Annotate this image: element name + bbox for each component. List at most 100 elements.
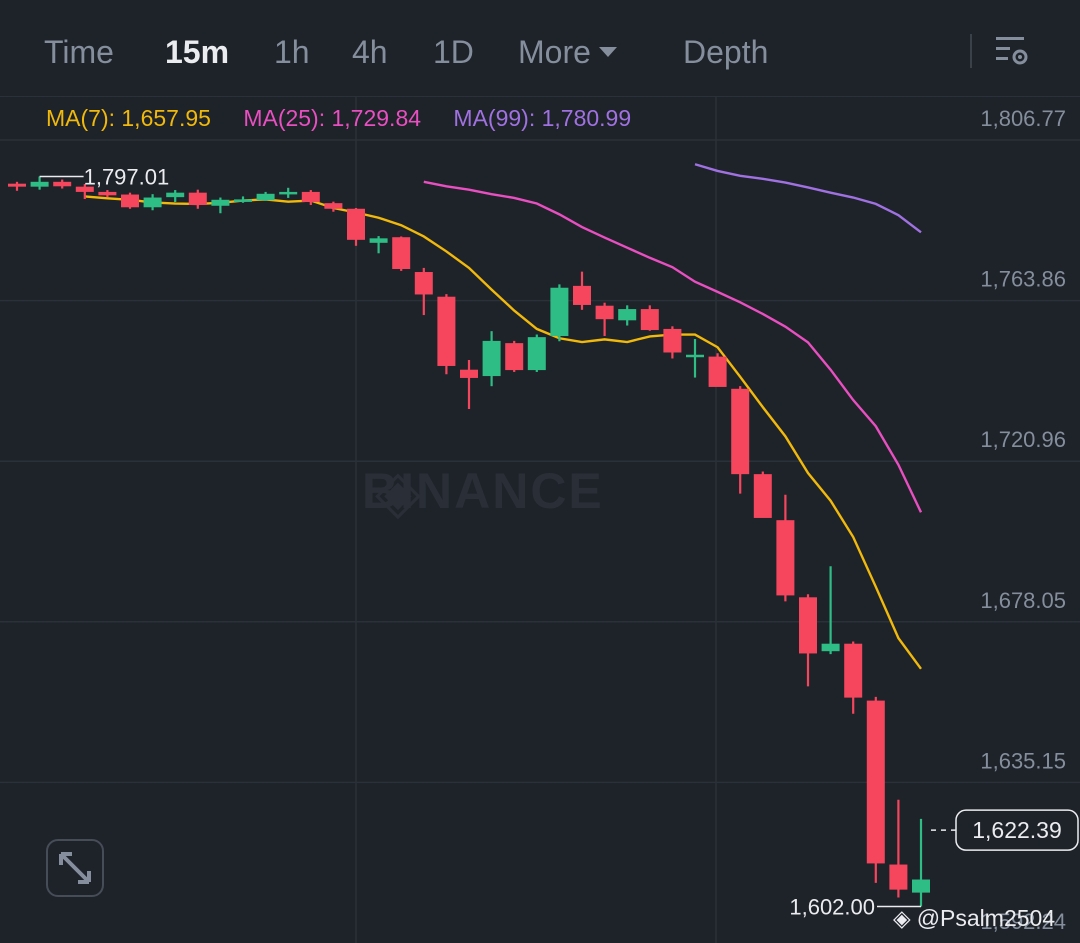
- tab-depth[interactable]: Depth: [683, 30, 768, 74]
- price-tick-label: 1,763.86: [980, 267, 1066, 292]
- price-axis: 1,806.77 1,763.86 1,720.96 1,678.05 1,635.15…: [980, 106, 1066, 934]
- tab-label: Depth: [683, 34, 769, 70]
- candle-body: [550, 287, 569, 337]
- candle-body: [776, 520, 795, 596]
- interval-toolbar: Time 15m 1h 4h 1D More Depth: [0, 0, 1080, 97]
- candle: [821, 566, 840, 655]
- candle: [686, 339, 704, 378]
- candle: [618, 305, 637, 326]
- candle-body: [437, 296, 456, 366]
- candle: [211, 197, 230, 214]
- candle-body: [256, 193, 275, 201]
- candle: [776, 494, 795, 602]
- price-tick-label: 1,592.24: [980, 909, 1066, 934]
- ma25-value: MA(25): 1,729.84: [243, 105, 422, 131]
- candle-body: [143, 197, 162, 208]
- candle-body: [708, 356, 727, 387]
- candle: [53, 179, 72, 189]
- candle: [527, 334, 546, 372]
- candle-body: [324, 203, 343, 209]
- candle-body: [866, 700, 885, 864]
- price-tick-label: 1,720.96: [980, 427, 1066, 452]
- candle-body: [640, 309, 659, 331]
- tab-label: 1h: [274, 34, 310, 70]
- tab-more-dropdown[interactable]: More: [518, 30, 617, 74]
- candle: [708, 353, 727, 387]
- candle: [844, 641, 863, 714]
- ma99-value: MA(99): 1,780.99: [453, 105, 632, 131]
- candle: [8, 181, 26, 191]
- fullscreen-button[interactable]: [46, 839, 104, 897]
- ma99-line: [694, 163, 922, 234]
- candle: [912, 818, 930, 907]
- candle: [731, 386, 750, 494]
- binance-logo-icon: ◈: [375, 457, 421, 527]
- candle: [550, 284, 569, 342]
- candle-body: [98, 191, 117, 196]
- moving-average-lines: [84, 163, 923, 670]
- candle-body: [30, 181, 49, 187]
- tab-label: 15m: [165, 34, 230, 70]
- candle-body: [799, 597, 817, 654]
- candle-body: [482, 340, 501, 377]
- tab-time[interactable]: Time: [44, 30, 114, 74]
- candle: [301, 190, 320, 206]
- price-markers: 1,797.01 1,602.00 1,622.39: [39, 165, 1079, 919]
- tab-label: More: [518, 34, 591, 70]
- chart-settings-icon[interactable]: [994, 33, 1030, 69]
- ma7-value: MA(7): 1,657.95: [46, 105, 211, 131]
- candle: [75, 184, 94, 200]
- price-tick-label: 1,806.77: [980, 106, 1066, 131]
- author-handle: @Psalm2504: [916, 905, 1056, 931]
- candle: [143, 194, 162, 211]
- tab-15m[interactable]: 15m: [165, 30, 229, 74]
- toolbar-divider: [970, 34, 972, 68]
- candle-body: [663, 328, 682, 353]
- candle: [663, 326, 682, 359]
- brand-watermark: BINANCE: [362, 463, 604, 519]
- candle-body: [75, 186, 94, 192]
- candle: [324, 201, 343, 212]
- candle-body: [460, 369, 478, 378]
- author-watermark: ◈ @Psalm2504: [893, 905, 1055, 932]
- candle-body: [392, 237, 411, 270]
- ma25-line: [423, 180, 923, 513]
- binance-logo-icon: ◈: [893, 905, 911, 931]
- candle: [392, 236, 411, 271]
- candle: [98, 190, 117, 198]
- caret-down-icon: [598, 47, 617, 57]
- candle-body: [889, 864, 908, 890]
- candle-body: [166, 192, 185, 198]
- candle-body: [211, 199, 230, 206]
- candle-body: [279, 191, 298, 195]
- candle: [188, 189, 207, 209]
- tab-1d[interactable]: 1D: [433, 30, 474, 74]
- ma7-line: [84, 195, 922, 670]
- candle: [640, 305, 659, 331]
- candle: [414, 267, 433, 316]
- candle: [573, 271, 591, 310]
- candle-body: [301, 191, 320, 203]
- candle: [369, 236, 388, 254]
- candle-body: [912, 879, 930, 893]
- tab-1h[interactable]: 1h: [274, 30, 310, 74]
- candle: [30, 176, 49, 190]
- low-price-label: 1,602.00: [789, 894, 875, 919]
- candle-body: [505, 343, 524, 371]
- candle: [279, 187, 298, 198]
- candle: [866, 696, 885, 883]
- candle-body: [414, 272, 433, 295]
- tab-label: Time: [44, 34, 114, 70]
- candle-body: [527, 337, 546, 371]
- price-tick-label: 1,635.15: [980, 748, 1066, 773]
- candle-body: [347, 208, 365, 240]
- candle: [482, 331, 501, 387]
- candle: [505, 340, 524, 372]
- last-price-label: 1,622.39: [972, 817, 1062, 843]
- high-price-label: 1,797.01: [84, 165, 170, 190]
- expand-icon: [59, 852, 91, 884]
- tab-4h[interactable]: 4h: [352, 30, 388, 74]
- tab-label: 1D: [433, 34, 474, 70]
- candle: [166, 190, 185, 203]
